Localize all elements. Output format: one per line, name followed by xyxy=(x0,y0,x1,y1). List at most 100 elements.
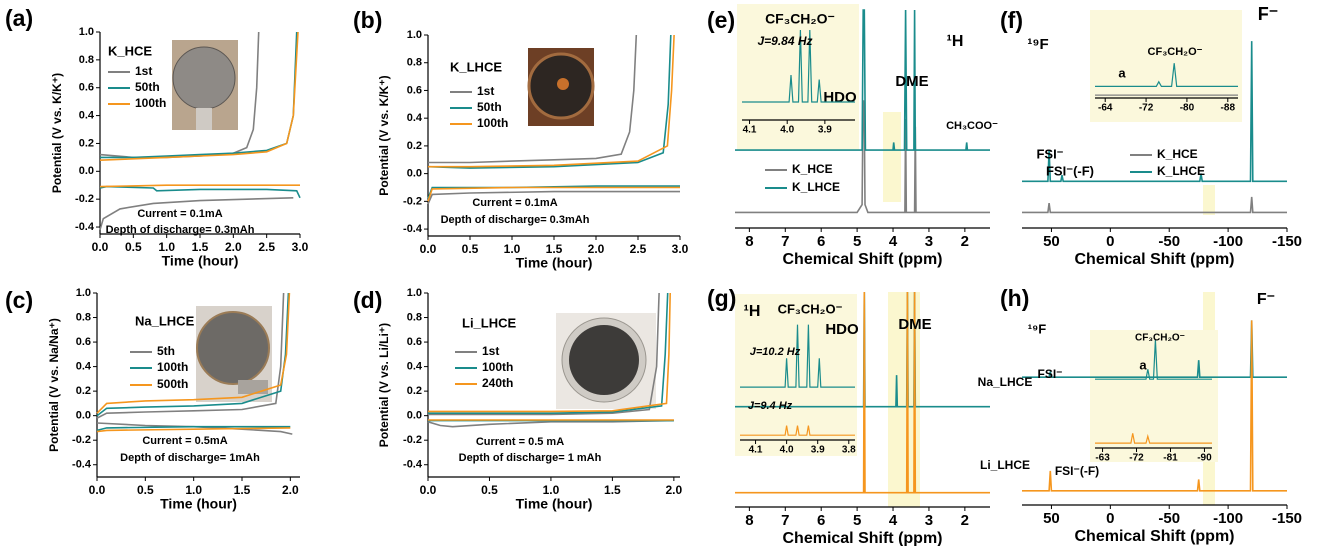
x-tick-label: -100 xyxy=(1213,510,1243,527)
y-tick-label: 0.2 xyxy=(407,140,422,152)
y-tick-label: 0.8 xyxy=(407,311,422,323)
annotation: DME xyxy=(895,73,928,90)
x-tick-label: -100 xyxy=(1213,233,1243,250)
y-tick-label: 0.8 xyxy=(407,57,422,69)
x-axis-label: Chemical Shift (ppm) xyxy=(1074,251,1234,268)
inset-annotation: a xyxy=(1139,357,1147,372)
annotation: FSI⁻(-F) xyxy=(1046,163,1094,178)
legend-label: 500th xyxy=(157,377,188,391)
x-tick-label: 6 xyxy=(817,512,825,529)
y-tick-label: 0.0 xyxy=(76,410,91,422)
x-tick-label: 3 xyxy=(925,512,933,529)
y-tick-label: -0.2 xyxy=(403,434,422,446)
x-tick-label: -90 xyxy=(1197,453,1212,464)
annotation: Depth of discharge= 1 mAh xyxy=(459,452,602,464)
x-tick-label: -150 xyxy=(1272,510,1302,527)
legend-label: 1st xyxy=(135,64,152,78)
y-tick-label: -0.4 xyxy=(72,459,92,471)
legend-label: 50th xyxy=(477,100,502,114)
x-tick-label: 0.5 xyxy=(125,240,142,254)
inset-background xyxy=(1090,10,1242,122)
y-tick-label: 0.0 xyxy=(79,165,94,177)
y-axis-label: Potential (V vs. Na/Na⁺) xyxy=(47,318,61,452)
x-tick-label: 4.0 xyxy=(780,125,794,136)
photo-disk xyxy=(569,325,639,395)
photo-tab xyxy=(196,108,212,130)
legend-label: K_HCE xyxy=(792,162,833,176)
x-tick-label: 3.0 xyxy=(672,242,689,256)
x-tick-label: 3 xyxy=(925,233,933,250)
x-tick-label: 0 xyxy=(1106,510,1114,527)
annotation: Current = 0.5mA xyxy=(142,435,227,447)
inset-annotation: CF₃CH₂O⁻ xyxy=(1135,333,1185,344)
x-tick-label: 3.0 xyxy=(292,240,309,254)
inset-annotation: a xyxy=(1118,65,1126,80)
panel-label: (c) xyxy=(5,287,33,313)
x-tick-label: 0 xyxy=(1106,233,1114,250)
y-tick-label: -0.4 xyxy=(403,459,423,471)
inset-annotation: CF₃CH₂O⁻ xyxy=(778,301,843,316)
x-tick-label: 0.0 xyxy=(420,242,437,256)
x-tick-label: 2.5 xyxy=(258,240,275,254)
y-tick-label: 0.4 xyxy=(407,112,423,124)
x-axis-label: Chemical Shift (ppm) xyxy=(782,251,942,268)
annotation: Depth of discharge= 1mAh xyxy=(120,452,260,464)
series-label: Na_LHCE xyxy=(978,375,1033,389)
annotation: ¹⁹F xyxy=(1028,321,1046,336)
y-axis-label: Potential (V vs. Li/Li⁺) xyxy=(377,323,391,447)
annotation: DME xyxy=(898,316,931,333)
legend-title: Na_LHCE xyxy=(135,313,195,328)
x-tick-label: -81 xyxy=(1163,453,1178,464)
legend-label: K_LHCE xyxy=(792,180,840,194)
panel-label: (f) xyxy=(1000,7,1023,33)
y-tick-label: -0.2 xyxy=(72,434,91,446)
annotation: Current = 0.5 mA xyxy=(476,436,564,448)
annotation: HDO xyxy=(825,321,859,338)
annotation: FSI⁻(-F) xyxy=(1055,464,1099,478)
y-tick-label: 0.4 xyxy=(79,109,95,121)
y-tick-label: 1.0 xyxy=(79,26,94,38)
y-tick-label: 0.6 xyxy=(76,336,91,348)
x-tick-label: 3.9 xyxy=(811,445,825,456)
x-tick-label: 0.5 xyxy=(481,483,498,497)
x-tick-label: -50 xyxy=(1158,233,1180,250)
y-tick-label: 0.0 xyxy=(407,410,422,422)
legend-label: 50th xyxy=(135,80,160,94)
x-axis-label: Chemical Shift (ppm) xyxy=(782,530,942,546)
inset-annotation: J=9.4 Hz xyxy=(748,400,793,412)
y-tick-label: -0.2 xyxy=(75,193,94,205)
legend-label: 100th xyxy=(477,116,508,130)
photo-disk xyxy=(197,312,269,384)
x-tick-label: 0.0 xyxy=(420,483,437,497)
y-tick-label: 0.2 xyxy=(79,137,94,149)
inset-annotation: J=9.84 Hz xyxy=(757,34,812,48)
panel-label: (h) xyxy=(1000,285,1029,311)
legend-label: 1st xyxy=(477,84,494,98)
x-axis-label: Time (hour) xyxy=(160,496,237,512)
annotation: Current = 0.1mA xyxy=(137,208,222,220)
x-axis-label: Time (hour) xyxy=(516,496,593,512)
x-axis-label: Time (hour) xyxy=(162,253,239,269)
x-tick-label: -88 xyxy=(1221,103,1236,114)
annotation: F⁻ xyxy=(1257,291,1275,308)
legend-label: 100th xyxy=(482,360,513,374)
y-tick-label: 1.0 xyxy=(76,287,91,299)
annotation: ¹H xyxy=(947,33,964,50)
x-tick-label: -64 xyxy=(1098,103,1113,114)
x-tick-label: 3.8 xyxy=(842,445,856,456)
y-tick-label: 0.4 xyxy=(76,361,92,373)
legend-title: K_HCE xyxy=(108,43,152,58)
x-tick-label: -80 xyxy=(1180,103,1195,114)
y-tick-label: 0.2 xyxy=(76,385,91,397)
x-tick-label: -50 xyxy=(1158,510,1180,527)
y-tick-label: -0.2 xyxy=(403,195,422,207)
photo-tab xyxy=(238,380,268,394)
highlight-band xyxy=(1203,185,1215,215)
photo-disk xyxy=(173,47,235,109)
annotation: Depth of discharge= 0.3mAh xyxy=(441,214,590,226)
x-tick-label: 2 xyxy=(961,512,969,529)
annotation: FSI⁻ xyxy=(1037,367,1062,381)
x-tick-label: 50 xyxy=(1043,510,1060,527)
x-tick-label: 5 xyxy=(853,512,861,529)
legend-label: 5th xyxy=(157,344,175,358)
